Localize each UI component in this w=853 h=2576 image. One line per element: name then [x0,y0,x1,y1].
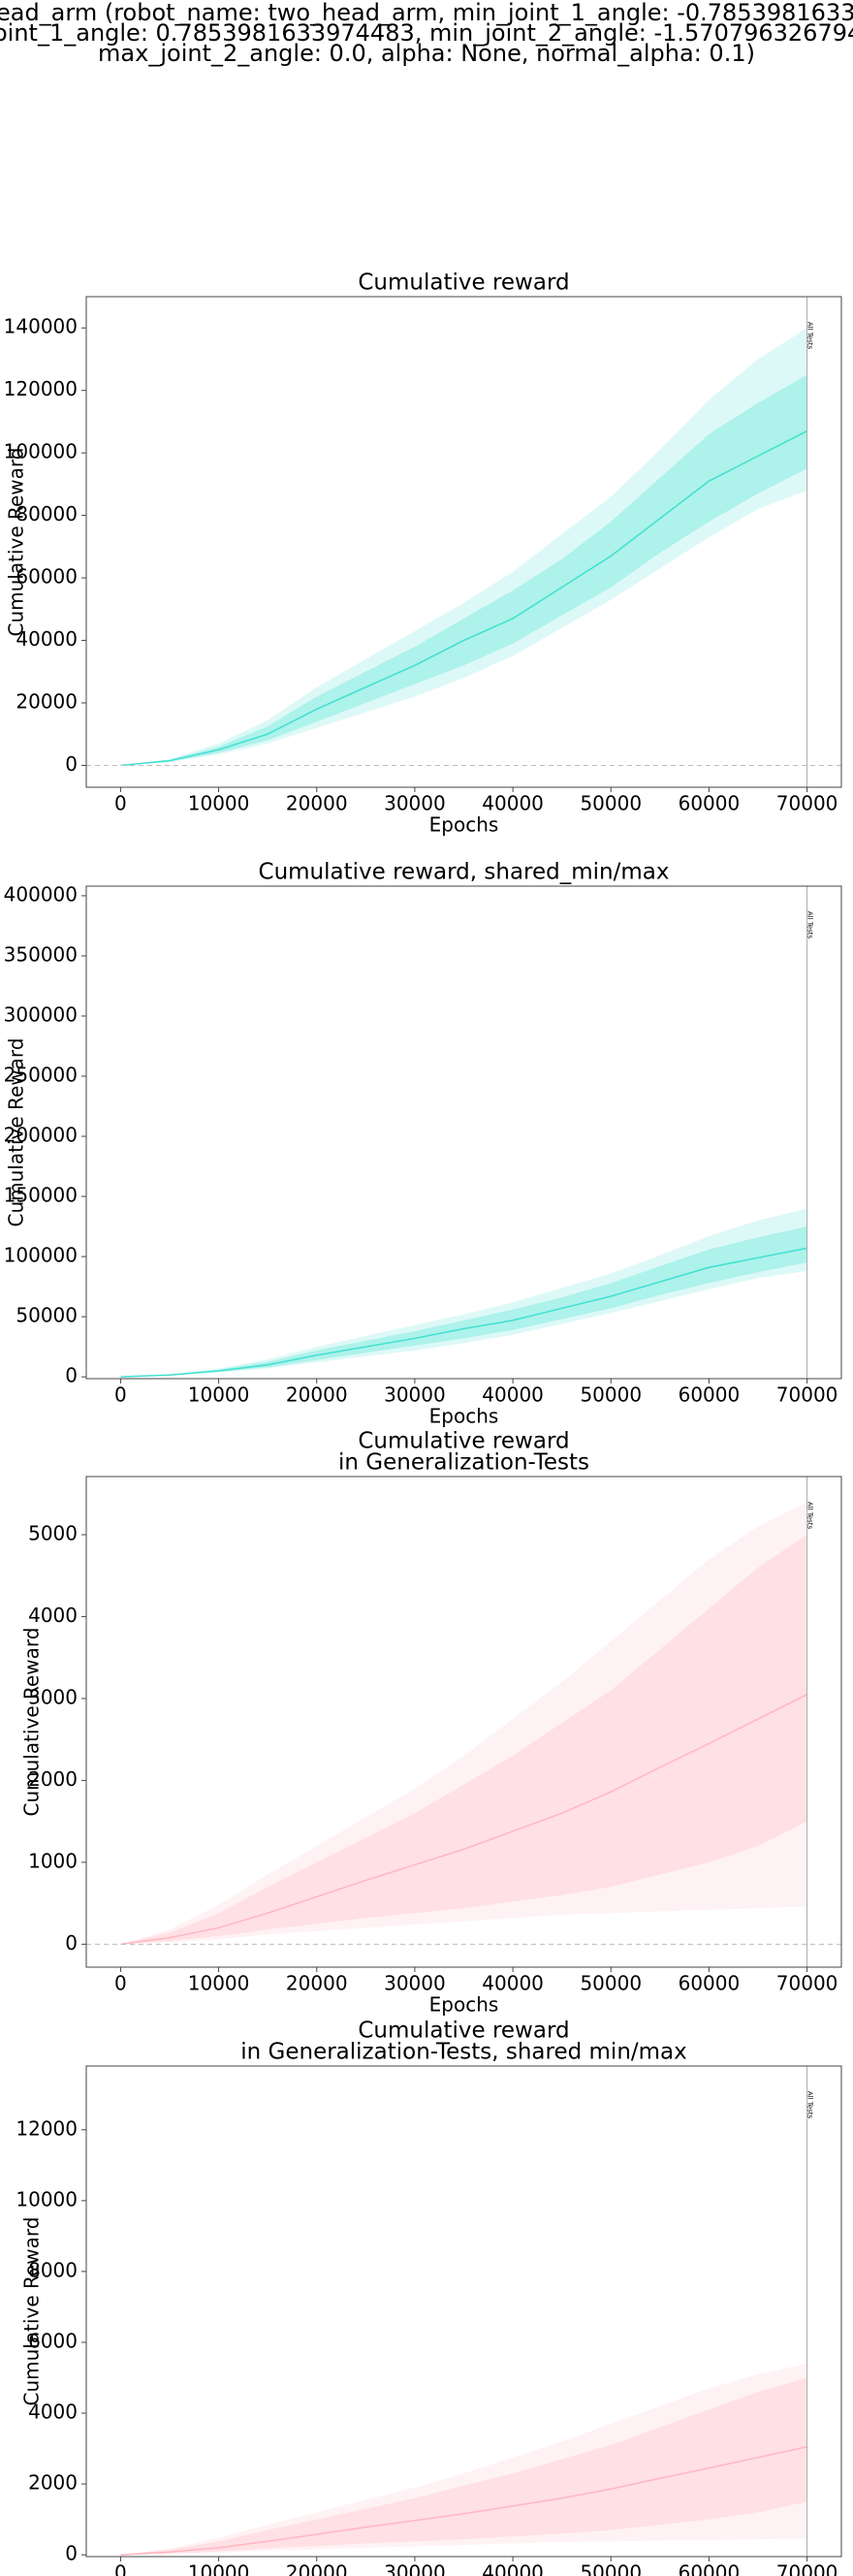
figure-title: e_two_head_arm (robot_name: two_head_arm… [0,0,853,26]
y-tick-label: 120000 [4,377,78,400]
y-tick-label: 6000 [28,2329,78,2352]
chart-title: in Generalization-Tests [338,1450,589,1476]
x-tick-label: 40000 [482,2561,544,2576]
x-axis-label: Epochs [429,1993,499,2017]
tests-label: All Tests [806,911,814,939]
y-axis-label: Cumulative Reward [20,1628,44,1817]
x-tick-label: 30000 [384,2561,446,2576]
x-tick-label: 50000 [580,1383,642,1407]
x-tick-label: 40000 [482,1972,544,1995]
mean-line [120,429,807,767]
y-tick-label: 4000 [28,2401,78,2424]
range-band [120,2363,807,2556]
chart-title: Cumulative reward [358,270,569,296]
chart-title: Cumulative reward [358,2019,569,2044]
x-tick-label: 20000 [286,1383,348,1407]
x-tick-label: 50000 [580,1972,642,1995]
x-tick-label: 60000 [679,1383,741,1407]
range-band [120,1502,807,1945]
x-tick-label: 0 [114,1383,127,1407]
figure-title: max_joint_1_angle: 0.7853981633974483, m… [0,19,853,47]
axes-frame [85,1476,842,1968]
y-tick-label: 0 [65,1931,78,1955]
mean-line [120,1247,807,1378]
y-tick-label: 12000 [16,2116,78,2140]
tests-label: All Tests [806,2091,814,2119]
chart-title: Cumulative reward, shared_min/max [259,860,670,885]
y-tick-label: 200000 [4,1124,78,1147]
y-tick-label: 40000 [16,627,78,651]
y-tick-label: 300000 [4,1002,78,1026]
std-band [120,1534,807,1945]
mean-line [120,1694,807,1946]
y-tick-label: 20000 [16,689,78,713]
y-axis-label: Cumulative Reward [5,448,28,637]
y-tick-label: 400000 [4,882,78,906]
x-tick-label: 40000 [482,792,544,815]
x-tick-label: 10000 [188,1972,250,1995]
y-tick-label: 2000 [28,2471,78,2495]
y-tick-label: 80000 [16,502,78,525]
axes-frame [85,885,842,1380]
x-tick-label: 0 [114,1972,127,1995]
y-tick-label: 0 [65,1364,78,1387]
y-tick-label: 0 [65,752,78,776]
y-tick-label: 10000 [16,2187,78,2210]
y-tick-label: 1000 [28,1849,78,1872]
x-tick-label: 60000 [679,792,741,815]
x-tick-label: 50000 [580,792,642,815]
tests-label: All Tests [806,1502,814,1530]
x-tick-label: 20000 [286,2561,348,2576]
y-tick-label: 350000 [4,942,78,966]
range-band [120,1208,807,1378]
x-tick-label: 0 [114,2561,127,2576]
mean-line [120,2446,807,2556]
x-tick-label: 0 [114,792,127,815]
y-tick-label: 100000 [4,440,78,463]
y-tick-label: 250000 [4,1064,78,1087]
range-band [120,328,807,766]
x-tick-label: 60000 [679,1972,741,1995]
y-tick-label: 5000 [28,1521,78,1544]
y-tick-label: 0 [65,2542,78,2565]
x-tick-label: 10000 [188,792,250,815]
x-axis-label: Epochs [429,1405,499,1428]
y-tick-label: 100000 [4,1244,78,1267]
x-tick-label: 70000 [776,792,838,815]
axes-frame [85,296,842,788]
y-axis-label: Cumulative Reward [20,2217,44,2406]
x-tick-label: 60000 [679,2561,741,2576]
x-tick-label: 70000 [776,1383,838,1407]
x-tick-label: 50000 [580,2561,642,2576]
x-tick-label: 20000 [286,1972,348,1995]
y-tick-label: 50000 [16,1304,78,1327]
chart-title: in Generalization-Tests, shared min/max [240,2040,687,2065]
std-band [120,2377,807,2556]
y-tick-label: 60000 [16,565,78,588]
x-tick-label: 10000 [188,2561,250,2576]
x-tick-label: 20000 [286,792,348,815]
x-tick-label: 70000 [776,1972,838,1995]
x-tick-label: 10000 [188,1383,250,1407]
x-tick-label: 30000 [384,792,446,815]
y-tick-label: 4000 [28,1604,78,1627]
x-tick-label: 30000 [384,1972,446,1995]
x-tick-label: 30000 [384,1383,446,1407]
x-tick-label: 40000 [482,1383,544,1407]
y-tick-label: 2000 [28,1767,78,1791]
x-tick-label: 70000 [776,2561,838,2576]
y-tick-label: 140000 [4,315,78,338]
y-tick-label: 8000 [28,2258,78,2281]
tests-label: All Tests [806,322,814,350]
y-tick-label: 3000 [28,1685,78,1708]
figure-title: max_joint_2_angle: 0.0, alpha: None, nor… [98,40,755,67]
chart-title: Cumulative reward [358,1429,569,1454]
y-tick-label: 150000 [4,1184,78,1207]
x-axis-label: Epochs [429,813,499,837]
y-axis-label: Cumulative Reward [5,1038,28,1227]
axes-frame [85,2065,842,2558]
